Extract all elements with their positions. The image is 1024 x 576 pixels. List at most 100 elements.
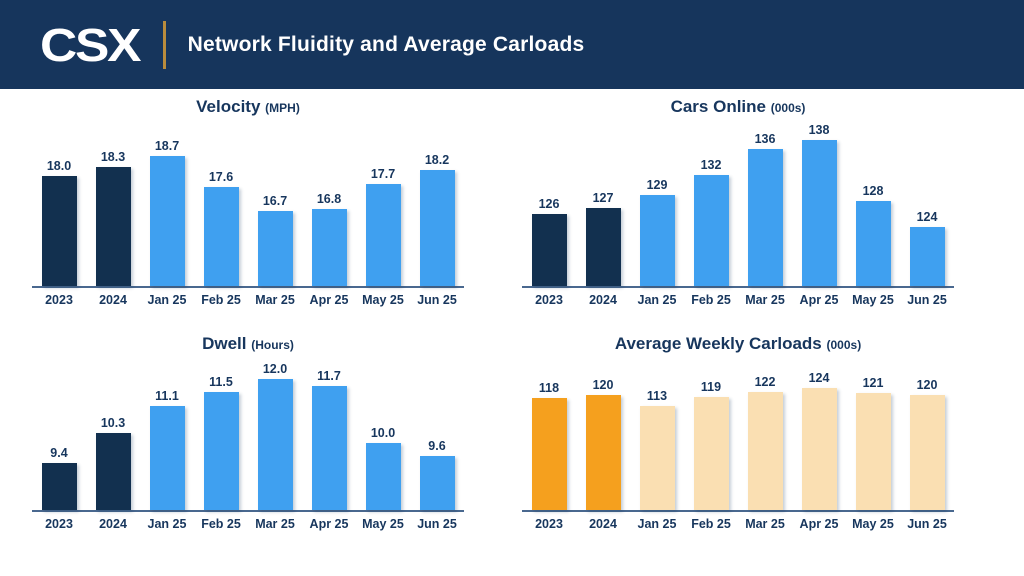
bar: [311, 208, 347, 286]
x-axis-label: 2024: [589, 517, 617, 531]
x-axis-label: Jun 25: [417, 293, 457, 307]
bar: [419, 456, 455, 510]
x-axis-label: Jan 25: [637, 517, 677, 531]
bar-value-label: 18.0: [46, 158, 72, 173]
bar-column: 122: [738, 362, 792, 510]
bar-value-label: 10.3: [100, 415, 126, 430]
bar-column: 11.5: [194, 362, 248, 510]
x-axis-label: 2023: [535, 293, 563, 307]
chart-cars-online: Cars Online (000s) 126 127 129 132 136 138 128…: [518, 95, 958, 307]
bar: [801, 388, 837, 510]
chart-title-text: Dwell: [202, 334, 247, 353]
bar-value-label: 18.2: [424, 152, 450, 167]
bar: [203, 186, 239, 286]
chart-title: Average Weekly Carloads (000s): [518, 332, 958, 356]
bar: [41, 175, 77, 286]
x-axis-labels: 2023 2024 Jan 25 Feb 25 Mar 25 Apr 25 May 25 Ju…: [522, 293, 954, 307]
bar-value-label: 136: [754, 132, 776, 147]
chart-title: Cars Online (000s): [518, 95, 958, 119]
x-axis-label: 2023: [535, 517, 563, 531]
chart-average-weekly-carloads: Average Weekly Carloads (000s) 118 120 113…: [518, 332, 958, 531]
bar-column: 124: [792, 362, 846, 510]
bar-column: 113: [630, 362, 684, 510]
bar-column: 12.0: [248, 362, 302, 510]
bar-column: 120: [900, 362, 954, 510]
x-axis-label: 2024: [589, 293, 617, 307]
bar-value-label: 126: [538, 197, 560, 212]
x-axis-label: Apr 25: [799, 293, 839, 307]
x-axis-label: Apr 25: [799, 517, 839, 531]
x-axis-label: Feb 25: [201, 517, 241, 531]
bar-column: 18.7: [140, 123, 194, 286]
plot-area: 18.0 18.3 18.7 17.6 16.7 16.8 17.7 18.2: [32, 123, 464, 288]
bar-column: 18.3: [86, 123, 140, 286]
bar-value-label: 11.1: [155, 388, 179, 403]
bar: [747, 149, 783, 286]
bar: [257, 211, 293, 286]
bar: [531, 214, 567, 286]
x-axis-labels: 2023 2024 Jan 25 Feb 25 Mar 25 Apr 25 May 25 Ju…: [522, 517, 954, 531]
x-axis-label: Jan 25: [147, 517, 187, 531]
bar-value-label: 124: [916, 210, 938, 225]
bar-column: 17.6: [194, 123, 248, 286]
bar-value-label: 18.3: [100, 150, 126, 165]
bar-column: 119: [684, 362, 738, 510]
bar-column: 138: [792, 123, 846, 286]
csx-logo: CSX: [40, 18, 141, 71]
bar-column: 11.1: [140, 362, 194, 510]
x-axis-label: 2024: [99, 293, 127, 307]
bar-value-label: 122: [754, 374, 776, 389]
bar-value-label: 124: [808, 371, 830, 386]
bar-column: 136: [738, 123, 792, 286]
chart-unit-label: (MPH): [265, 101, 300, 115]
bar: [585, 207, 621, 286]
bar-column: 118: [522, 362, 576, 510]
chart-unit-label: (000s): [826, 338, 862, 352]
bar-column: 127: [576, 123, 630, 286]
bar: [855, 393, 891, 510]
bar: [639, 194, 675, 286]
bar-value-label: 11.5: [209, 375, 233, 390]
bar: [801, 140, 837, 286]
chart-title: Dwell (Hours): [28, 332, 468, 356]
bar-column: 9.4: [32, 362, 86, 510]
bar-column: 132: [684, 123, 738, 286]
page-title: Network Fluidity and Average Carloads: [187, 32, 585, 56]
x-axis-label: May 25: [852, 517, 894, 531]
x-axis-label: May 25: [362, 517, 404, 531]
bar: [639, 406, 675, 510]
bar-column: 17.7: [356, 123, 410, 286]
bar-column: 9.6: [410, 362, 464, 510]
bar-column: 126: [522, 123, 576, 286]
bar-value-label: 17.7: [370, 166, 396, 181]
bar-value-label: 120: [916, 377, 938, 392]
app-header: CSX Network Fluidity and Average Carload…: [0, 0, 1024, 89]
bar-value-label: 118: [538, 381, 560, 396]
bar-value-label: 10.0: [370, 425, 396, 440]
bar-column: 11.7: [302, 362, 356, 510]
bar: [95, 432, 131, 510]
bar-column: 16.7: [248, 123, 302, 286]
bar-value-label: 18.7: [154, 139, 180, 154]
bar: [419, 169, 455, 286]
bar-value-label: 121: [862, 376, 884, 391]
x-axis-label: May 25: [852, 293, 894, 307]
plot-area: 126 127 129 132 136 138 128 124: [522, 123, 954, 288]
bar-column: 120: [576, 362, 630, 510]
bar: [531, 398, 567, 510]
bar: [95, 167, 131, 286]
bar: [365, 442, 401, 510]
x-axis-label: Apr 25: [309, 293, 349, 307]
chart-title: Velocity (MPH): [28, 95, 468, 119]
bar: [855, 201, 891, 286]
chart-title-text: Average Weekly Carloads: [614, 334, 822, 353]
x-axis-label: Jun 25: [417, 517, 457, 531]
x-axis-label: May 25: [362, 293, 404, 307]
x-axis-label: Jan 25: [637, 293, 677, 307]
x-axis-label: Feb 25: [691, 517, 731, 531]
bar: [365, 183, 401, 286]
bar-value-label: 138: [808, 123, 830, 137]
x-axis-label: Jan 25: [147, 293, 187, 307]
x-axis-label: 2024: [99, 517, 127, 531]
bar-value-label: 132: [700, 158, 722, 173]
